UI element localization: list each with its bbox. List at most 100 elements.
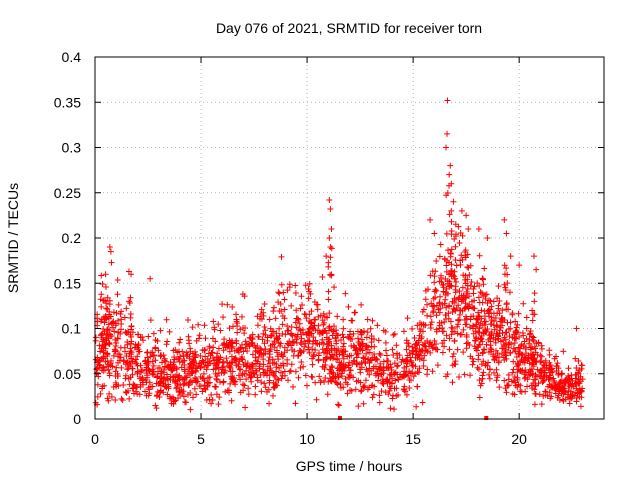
data-point	[422, 347, 429, 354]
data-point	[228, 359, 235, 366]
data-point	[514, 369, 521, 376]
data-point	[118, 308, 125, 315]
x-tick-label: 0	[91, 431, 99, 447]
data-point	[219, 359, 226, 366]
data-point	[552, 390, 559, 397]
data-point	[94, 393, 101, 400]
data-point	[172, 378, 179, 385]
data-point	[266, 316, 273, 323]
data-point	[246, 334, 253, 341]
data-point	[317, 379, 324, 386]
data-point	[447, 162, 454, 169]
data-point	[404, 358, 411, 365]
data-point	[426, 340, 433, 347]
data-point	[184, 317, 191, 324]
data-point	[503, 265, 510, 272]
x-tick-label: 5	[197, 431, 205, 447]
data-point	[155, 380, 162, 387]
data-point	[271, 359, 278, 366]
data-point	[576, 386, 583, 393]
data-point	[475, 225, 482, 232]
data-point	[309, 374, 316, 381]
data-point	[312, 316, 319, 323]
y-tick-label: 0	[73, 411, 81, 427]
data-point	[187, 378, 194, 385]
data-point	[334, 313, 341, 320]
data-point	[474, 364, 481, 371]
data-point	[352, 386, 359, 393]
data-point	[144, 354, 151, 361]
data-point	[276, 325, 283, 332]
data-point	[497, 338, 504, 345]
data-point	[289, 332, 296, 339]
data-point	[359, 347, 366, 354]
data-point	[480, 293, 487, 300]
data-point	[312, 346, 319, 353]
data-point	[574, 389, 581, 396]
data-point	[134, 331, 141, 338]
data-point	[237, 376, 244, 383]
data-point	[298, 341, 305, 348]
data-point	[333, 380, 340, 387]
data-point	[261, 300, 268, 307]
data-point	[97, 296, 104, 303]
data-point	[573, 325, 580, 332]
data-point	[421, 342, 428, 349]
data-point	[111, 328, 118, 335]
data-point	[121, 314, 128, 321]
data-point	[257, 311, 264, 318]
data-point	[129, 371, 136, 378]
data-point	[238, 313, 245, 320]
data-point	[483, 341, 490, 348]
data-point	[377, 360, 384, 367]
data-point	[448, 227, 455, 234]
data-point	[409, 350, 416, 357]
data-point	[352, 347, 359, 354]
data-point	[431, 279, 438, 286]
data-point	[259, 336, 266, 343]
data-point	[329, 364, 336, 371]
data-point	[115, 359, 122, 366]
data-point	[321, 319, 328, 326]
data-point	[503, 329, 510, 336]
data-point	[452, 361, 459, 368]
data-point	[451, 295, 458, 302]
data-point	[432, 286, 439, 293]
data-point	[324, 391, 331, 398]
data-point	[487, 321, 494, 328]
data-point	[516, 262, 523, 269]
data-point	[410, 363, 417, 370]
data-point	[503, 389, 510, 396]
data-point	[275, 335, 282, 342]
data-point	[194, 378, 201, 385]
data-point	[108, 320, 115, 327]
data-point	[511, 373, 518, 380]
data-point	[127, 340, 134, 347]
data-point	[130, 381, 137, 388]
data-point	[242, 324, 249, 331]
data-point	[463, 333, 470, 340]
data-point	[325, 288, 332, 295]
data-point	[450, 272, 457, 279]
data-point	[356, 345, 363, 352]
data-point	[452, 283, 459, 290]
data-point	[495, 333, 502, 340]
chart-title: Day 076 of 2021, SRMTID for receiver tor…	[216, 20, 482, 36]
data-point	[419, 308, 426, 315]
data-point	[206, 396, 213, 403]
data-point	[392, 377, 399, 384]
data-point	[479, 349, 486, 356]
data-point	[398, 359, 405, 366]
y-tick-label: 0.3	[62, 140, 82, 156]
data-point	[281, 344, 288, 351]
data-point	[375, 337, 382, 344]
data-point	[537, 352, 544, 359]
data-point	[303, 382, 310, 389]
data-point	[205, 380, 212, 387]
data-point	[572, 375, 579, 382]
data-point	[527, 330, 534, 337]
x-tick-label: 10	[299, 431, 315, 447]
data-point	[337, 336, 344, 343]
data-point	[216, 379, 223, 386]
